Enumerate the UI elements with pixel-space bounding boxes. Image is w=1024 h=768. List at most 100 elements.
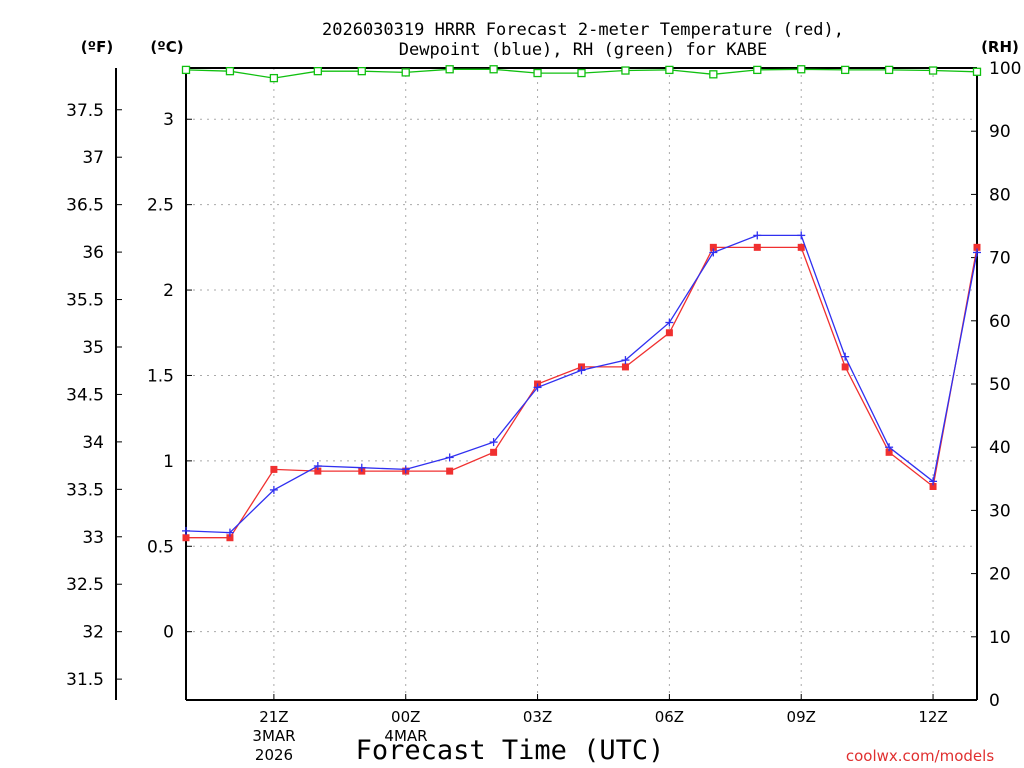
- dewpoint-point: [313, 461, 322, 470]
- temperature-point: [490, 448, 498, 456]
- rh-tick-label: 50: [989, 375, 1011, 395]
- rh-tick-label: 40: [989, 438, 1011, 458]
- temperature-point: [709, 243, 717, 251]
- rh-tick-label: 100: [989, 59, 1021, 79]
- rh-point: [928, 66, 938, 75]
- dewpoint-point: [665, 318, 674, 327]
- rh-point: [665, 65, 674, 75]
- dewpoint-point: [577, 366, 586, 375]
- rh-point: [709, 70, 718, 79]
- temperature-point: [929, 482, 937, 490]
- fahrenheit-tick-label: 36.5: [66, 196, 104, 216]
- rh-point: [577, 68, 586, 78]
- celsius-tick-label: 1: [163, 452, 174, 472]
- temperature-series-line: [186, 246, 978, 539]
- rh-tick-label: 80: [989, 185, 1011, 205]
- rh-tick-label: 70: [989, 249, 1011, 269]
- fahrenheit-tick-label: 33.5: [66, 480, 104, 500]
- dewpoint-point: [269, 485, 278, 494]
- watermark: coolwx.com/models: [846, 747, 994, 765]
- dewpoint-point: [182, 526, 190, 535]
- rh-point: [225, 67, 235, 76]
- dewpoint-point: [489, 438, 498, 447]
- rh-tick-label: 20: [989, 565, 1011, 585]
- fahrenheit-tick-label: 32.5: [66, 575, 104, 595]
- dewpoint-point: [357, 463, 366, 472]
- dewpoint-point: [533, 383, 542, 392]
- dewpoint-point: [973, 248, 981, 257]
- x-tick-label: 00Z: [391, 708, 420, 726]
- fahrenheit-tick-label: 35: [82, 338, 104, 358]
- rh-point: [797, 65, 806, 74]
- rh-point: [533, 68, 542, 78]
- temperature-point: [446, 467, 454, 475]
- temperature-point: [182, 534, 190, 542]
- x-axis-title: Forecast Time (UTC): [356, 735, 665, 766]
- dewpoint-point: [709, 248, 718, 257]
- rh-tick-label: 90: [989, 122, 1011, 142]
- temperature-point: [973, 243, 981, 251]
- rh-point: [841, 65, 850, 75]
- tick-labels: 31.53232.53333.53434.53535.53636.53737.5…: [66, 59, 1021, 726]
- rh-point: [753, 65, 762, 75]
- temperature-point: [226, 534, 234, 542]
- rh-point: [621, 66, 630, 75]
- celsius-tick-label: 2: [163, 281, 174, 301]
- temperature-point: [885, 448, 893, 456]
- temperature-point: [841, 363, 849, 371]
- fahrenheit-tick-label: 31.5: [66, 670, 104, 690]
- dewpoint-point: [225, 528, 234, 537]
- x-tick-label: 06Z: [655, 708, 684, 726]
- celsius-tick-label: 1.5: [147, 366, 174, 386]
- rh-point: [972, 67, 982, 76]
- x-tick-label: 09Z: [787, 708, 816, 726]
- rh-point: [445, 65, 454, 74]
- dewpoint-point: [841, 352, 850, 361]
- chart-title-line1: 2026030319 HRRR Forecast 2-meter Tempera…: [322, 20, 844, 40]
- rh-tick-label: 0: [989, 691, 1000, 711]
- x-tick-label: 12Z: [918, 708, 947, 726]
- rh-point: [269, 73, 279, 83]
- dewpoint-point: [621, 356, 630, 365]
- rh-unit-label: (RH): [981, 38, 1019, 56]
- celsius-unit-label: (ºC): [150, 38, 183, 56]
- date-label-3mar: 3MAR: [252, 727, 295, 745]
- fahrenheit-unit-label: (ºF): [81, 38, 113, 56]
- fahrenheit-tick-label: 37: [82, 148, 104, 168]
- dewpoint-point: [885, 443, 894, 452]
- temperature-point: [797, 243, 805, 251]
- rh-point: [489, 65, 498, 74]
- temperature-point: [270, 465, 278, 473]
- date-label-4mar: 4MAR: [384, 727, 427, 745]
- temperature-point: [621, 363, 629, 371]
- data-series: [181, 65, 982, 542]
- dewpoint-point: [929, 477, 938, 486]
- x-tick-label: 21Z: [259, 708, 288, 726]
- rh-point: [181, 65, 191, 75]
- dewpoint-point: [401, 465, 410, 474]
- fahrenheit-tick-label: 34: [82, 433, 104, 453]
- temperature-point: [314, 467, 322, 475]
- rh-point: [401, 68, 410, 77]
- rh-tick-label: 10: [989, 628, 1011, 648]
- fahrenheit-tick-label: 36: [82, 243, 104, 263]
- rh-point: [313, 67, 322, 76]
- celsius-tick-label: 0.5: [147, 537, 174, 557]
- rh-point: [884, 65, 894, 75]
- fahrenheit-tick-label: 32: [82, 623, 104, 643]
- fahrenheit-tick-label: 35.5: [66, 291, 104, 311]
- x-tick-label: 03Z: [523, 708, 552, 726]
- rh-tick-label: 60: [989, 312, 1011, 332]
- rh-point: [357, 67, 366, 76]
- dewpoint-point: [753, 231, 762, 240]
- rh-tick-label: 30: [989, 501, 1011, 521]
- celsius-tick-label: 0: [163, 623, 174, 643]
- fahrenheit-tick-label: 37.5: [66, 101, 104, 121]
- dewpoint-point: [797, 231, 806, 240]
- temperature-point: [665, 329, 673, 337]
- celsius-tick-label: 3: [163, 110, 174, 130]
- grid-lines: [186, 68, 977, 700]
- chart-title-line2: Dewpoint (blue), RH (green) for KABE: [399, 40, 767, 60]
- celsius-tick-label: 2.5: [147, 196, 174, 216]
